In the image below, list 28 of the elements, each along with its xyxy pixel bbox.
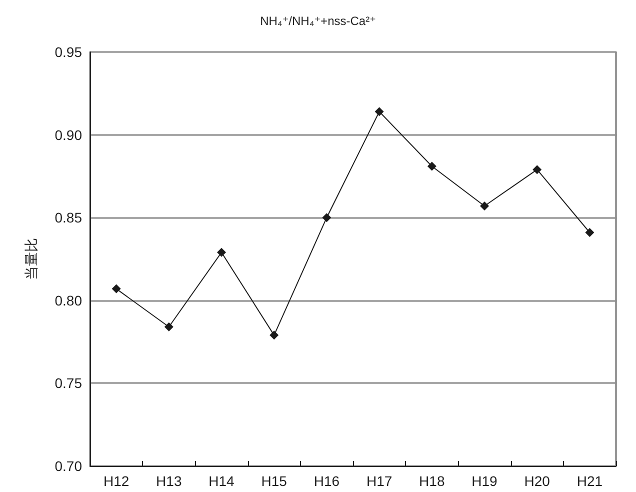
x-tick-label: H12	[103, 473, 130, 489]
chart-title: NH₄⁺/NH₄⁺+nss-Ca²⁺	[260, 14, 376, 28]
x-tick-label: H17	[366, 473, 392, 489]
point	[427, 162, 436, 171]
y-tick-label: 0.85	[54, 210, 82, 226]
y-axis-title: 当量比	[23, 238, 39, 280]
x-tick-label: H16	[314, 473, 340, 489]
point	[480, 202, 489, 211]
x-tick-label: H14	[208, 473, 235, 489]
point	[217, 248, 226, 257]
point	[112, 284, 121, 294]
x-tick-label: H20	[524, 473, 550, 489]
y-tick-label: 0.95	[54, 44, 82, 60]
point	[164, 322, 174, 332]
point	[374, 107, 384, 116]
y-tick-label: 0.75	[54, 375, 82, 392]
x-tick-label: H21	[576, 473, 603, 489]
x-tick-label: H18	[419, 473, 445, 489]
y-tick-label: 0.80	[54, 292, 82, 308]
x-tick-label: H15	[261, 473, 288, 489]
point	[322, 213, 332, 222]
point	[585, 228, 594, 238]
x-tick-label: H13	[156, 473, 182, 489]
point	[532, 165, 542, 174]
x-tick-label: H19	[472, 473, 498, 489]
point	[270, 330, 279, 340]
y-tick-label: 0.90	[54, 126, 82, 143]
y-tick-label: 0.70	[54, 458, 82, 474]
